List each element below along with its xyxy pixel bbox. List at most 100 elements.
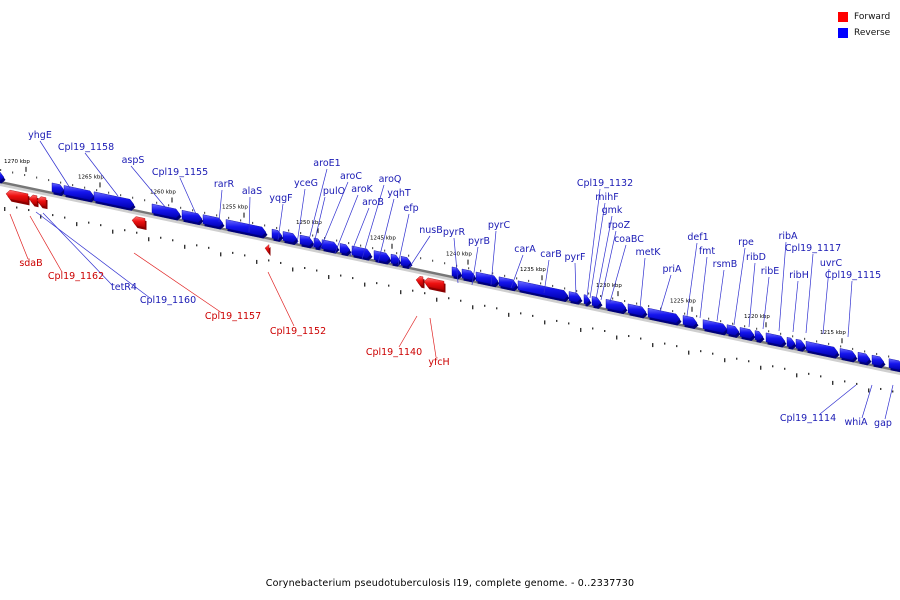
leader-line: [179, 177, 197, 215]
gene-label: mihF: [595, 192, 618, 203]
reverse-gene-arrow: [151, 203, 181, 219]
leader-line: [29, 215, 63, 273]
minor-tick-upper: [48, 179, 50, 182]
minor-tick-lower: [316, 269, 318, 272]
minor-tick-lower: [280, 261, 282, 264]
minor-tick-lower: [52, 214, 54, 217]
minor-tick-upper: [552, 284, 554, 287]
minor-tick-upper: [768, 330, 770, 333]
gene-label: metK: [635, 247, 661, 258]
gene-label: Cpl19_1114: [780, 413, 836, 424]
leader-line: [361, 184, 385, 260]
minor-tick-upper: [648, 305, 650, 308]
reverse-gene-arrow: [795, 338, 806, 350]
gene-label: aspS: [122, 155, 145, 166]
minor-tick-upper: [216, 214, 218, 217]
minor-tick-lower: [496, 307, 498, 310]
leader-line: [574, 262, 577, 297]
legend-label-reverse: Reverse: [854, 27, 891, 38]
minor-tick-upper: [672, 310, 674, 313]
leader-line: [398, 315, 418, 348]
minor-tick-lower: [124, 229, 126, 232]
gene-label: Cpl19_1117: [785, 243, 841, 254]
minor-tick-lower: [628, 335, 630, 338]
leader-line: [762, 276, 770, 330]
minor-tick-lower: [208, 246, 210, 249]
leader-line: [861, 384, 873, 419]
minor-tick-upper: [276, 226, 278, 229]
minor-tick-lower: [880, 387, 882, 390]
leader-line: [778, 241, 787, 332]
minor-tick-lower: [424, 292, 426, 295]
minor-tick-lower: [244, 254, 246, 257]
minor-tick-upper: [696, 315, 698, 318]
minor-tick-lower: [388, 284, 390, 287]
minor-tick-upper: [492, 272, 494, 275]
reverse-gene-arrow: [888, 358, 900, 371]
gene-label: coaBC: [614, 234, 644, 245]
minor-tick-upper: [12, 171, 14, 174]
scale-label: 1245 kbp: [370, 236, 396, 242]
minor-tick-upper: [876, 352, 878, 355]
reverse-gene-arrow: [63, 185, 95, 201]
minor-tick-upper: [36, 176, 38, 179]
minor-tick-lower: [520, 312, 522, 315]
minor-tick-upper: [864, 350, 866, 353]
scale-label: 1265 kbp: [78, 174, 104, 180]
minor-tick-lower: [892, 390, 894, 393]
minor-tick-upper: [156, 201, 158, 204]
gene-label: yqhT: [387, 188, 411, 199]
scale-label: 1250 kbp: [296, 220, 322, 226]
minor-tick-lower: [148, 237, 150, 242]
minor-tick-upper: [240, 219, 242, 222]
minor-tick-lower: [808, 372, 810, 375]
leader-line: [792, 280, 799, 333]
minor-tick-upper: [840, 345, 842, 348]
minor-tick-lower: [508, 312, 510, 317]
minor-tick-upper: [468, 267, 470, 270]
reverse-gene-arrow: [583, 294, 591, 305]
minor-tick-upper: [852, 347, 854, 350]
gene-label: Cpl19_1140: [366, 347, 422, 358]
leader-line: [884, 384, 894, 420]
leader-line: [589, 202, 606, 299]
reverse-swatch: [838, 27, 848, 38]
minor-tick-lower: [796, 373, 798, 378]
minor-tick-lower: [220, 252, 222, 257]
forward-gene-arrow: [36, 196, 47, 207]
leader-line: [397, 213, 410, 266]
leader-line: [308, 168, 328, 241]
minor-tick-upper: [780, 332, 782, 335]
leader-line: [130, 165, 167, 209]
gene-label: pyrB: [468, 236, 490, 247]
minor-tick-upper: [600, 295, 602, 297]
gene-label: pulO: [323, 186, 345, 197]
minor-tick-upper: [636, 302, 638, 305]
minor-tick-lower: [532, 314, 534, 317]
leader-line: [312, 196, 326, 249]
leader-line: [733, 247, 746, 326]
minor-tick-lower: [172, 239, 174, 242]
gene-label: rsmB: [713, 259, 738, 270]
scale-label: 1215 kbp: [820, 330, 846, 336]
leader-line: [847, 280, 853, 338]
legend-label-forward: Forward: [854, 11, 891, 22]
minor-tick-upper: [60, 181, 62, 184]
minor-tick-lower: [640, 337, 642, 340]
minor-tick-upper: [108, 191, 110, 194]
minor-tick-upper: [684, 312, 686, 315]
leader-line: [429, 317, 437, 358]
gene-label: efp: [403, 203, 418, 214]
forward-gene-arrow: [28, 194, 38, 206]
reverse-gene-arrow: [805, 341, 839, 357]
reverse-gene-arrow: [786, 337, 796, 348]
minor-tick-lower: [784, 367, 786, 370]
reverse-gene-arrow: [839, 348, 857, 361]
forward-gene-arrow: [423, 277, 445, 291]
gene-label: gap: [874, 418, 892, 429]
minor-tick-lower: [184, 244, 186, 249]
minor-tick-lower: [4, 207, 6, 211]
leader-line: [595, 215, 613, 300]
gene-label: gmk: [602, 205, 623, 216]
